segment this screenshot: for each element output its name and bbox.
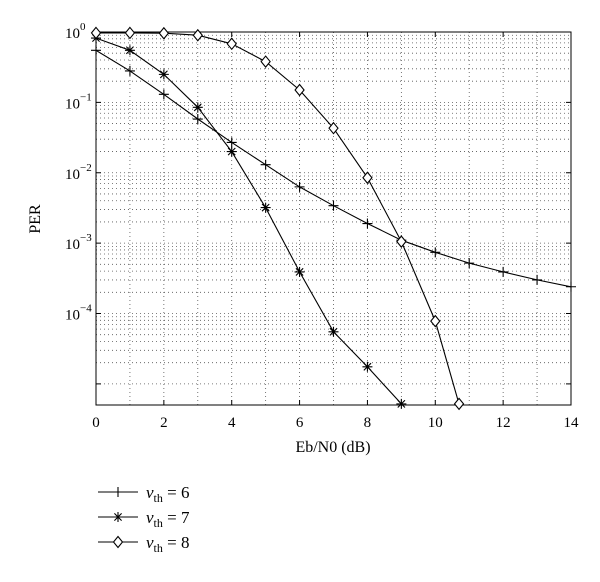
series-3-point: [362, 171, 373, 185]
series-3-point: [124, 26, 136, 40]
legend-label: vth = 8: [146, 533, 189, 555]
y-tick-label: 10 −2: [65, 162, 92, 183]
series-line-2: [96, 37, 402, 405]
y-tick-exponent: 0: [80, 21, 86, 33]
legend-label: vth = 7: [146, 508, 190, 530]
series-3-point: [90, 26, 102, 40]
legend-label: vth = 6: [146, 483, 189, 505]
series-3-point: [430, 314, 441, 328]
y-tick-exponent: −3: [80, 232, 92, 244]
series-1-point: [260, 159, 271, 170]
series-2-point: [158, 69, 169, 80]
x-tick-label: 2: [160, 415, 168, 431]
y-tick-label: 10 0: [65, 21, 86, 42]
x-tick-label: 14: [564, 415, 580, 431]
series-1-point: [430, 247, 441, 258]
axis-ticks: [95, 32, 572, 405]
series-3-point: [294, 83, 305, 97]
legend-item: vth = 7: [98, 508, 190, 530]
series-1-point: [158, 89, 169, 100]
series-1-point: [294, 181, 305, 192]
y-axis-label: PER: [27, 204, 44, 234]
series-1-point: [532, 274, 543, 285]
series-3-point: [158, 26, 170, 40]
legend-marker: [113, 487, 123, 497]
x-tick-label: 12: [496, 415, 511, 431]
series-2-point: [226, 146, 237, 157]
y-tick-base: 10: [65, 308, 80, 324]
series-2-point: [294, 266, 305, 277]
y-tick-label: 10 −4: [65, 303, 92, 324]
series-3-point: [226, 37, 237, 51]
series-1-point: [91, 45, 101, 56]
series-2-point: [362, 361, 373, 372]
y-tick-base: 10: [65, 167, 80, 183]
x-tick-label: 0: [92, 415, 100, 431]
series-1-point: [362, 218, 373, 229]
series-3-point: [192, 28, 203, 42]
markers-group: [90, 26, 576, 411]
legend: vth = 6 vth = 7 vth = 8: [98, 483, 190, 555]
series-1-point: [328, 200, 339, 211]
y-tick-label: 10 −3: [65, 232, 92, 253]
series-1-point: [124, 65, 135, 76]
legend-marker: [112, 535, 124, 549]
y-tick-label: 10 −1: [65, 91, 92, 112]
series-2-point: [124, 45, 135, 56]
legend-item: vth = 8: [98, 533, 189, 555]
series-1-point: [464, 258, 475, 269]
series-3-point: [396, 235, 407, 249]
x-axis-label: Eb/N0 (dB): [295, 439, 370, 456]
series-1-point: [566, 281, 576, 292]
series-3-point: [453, 397, 465, 411]
x-tick-labels: 0 2 4 6 8 10 12 14: [92, 415, 579, 431]
y-tick-base: 10: [65, 96, 80, 112]
x-tick-label: 4: [228, 415, 236, 431]
x-tick-label: 10: [428, 415, 443, 431]
grid: [96, 32, 571, 405]
series-3-point: [260, 55, 271, 68]
series-2-point: [192, 102, 203, 113]
series-3-point: [328, 121, 339, 135]
series-1-point: [226, 137, 237, 148]
series-2-point: [328, 326, 339, 337]
y-tick-base: 10: [65, 237, 80, 253]
x-tick-label: 8: [364, 415, 372, 431]
series-2-point: [260, 202, 271, 213]
legend-marker: [113, 512, 123, 522]
y-tick-exponent: −1: [80, 91, 92, 103]
series-1-point: [498, 266, 509, 277]
plot-frame: [95, 31, 572, 406]
y-tick-base: 10: [65, 26, 80, 42]
y-tick-exponent: −2: [80, 162, 92, 174]
y-tick-exponent: −4: [80, 303, 92, 315]
series-2-point: [396, 398, 407, 409]
series-1-point: [192, 114, 203, 125]
series-line-3: [96, 32, 460, 405]
x-tick-label: 6: [296, 415, 304, 431]
legend-item: vth = 6: [98, 483, 189, 505]
